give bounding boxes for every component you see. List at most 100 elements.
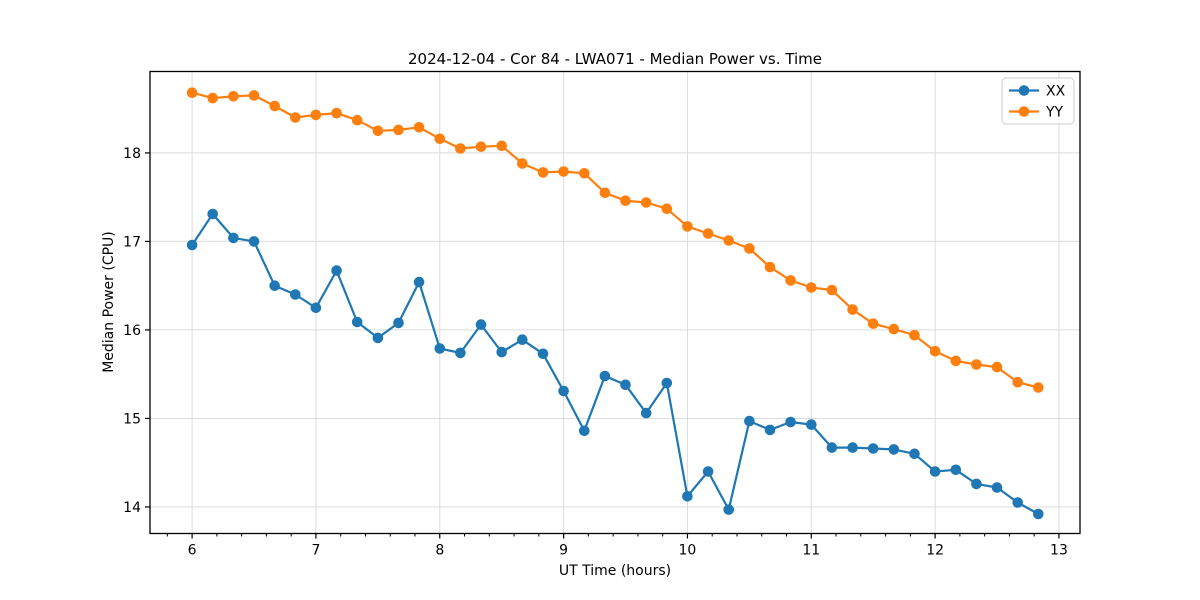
data-point-xx — [867, 443, 879, 454]
y-tick-label: 14 — [123, 500, 141, 516]
x-tick-label: 7 — [311, 543, 320, 559]
data-point-xx — [764, 424, 776, 436]
data-point-yy — [723, 235, 734, 246]
axes: 6 7 8 9 10 11 12 13 14 15 16 17 18 — [123, 70, 1081, 559]
data-point-yy — [290, 112, 301, 123]
data-point-xx — [929, 466, 941, 477]
data-point-yy — [764, 261, 776, 273]
data-point-xx — [186, 239, 198, 251]
data-point-xx — [723, 504, 734, 515]
chart-title: 2024-12-04 - Cor 84 - LWA071 - Median Po… — [408, 50, 822, 68]
data-point-yy — [517, 158, 528, 169]
data-point-yy — [434, 133, 446, 145]
data-point-xx — [372, 332, 384, 344]
plot-border — [149, 70, 1081, 535]
data-point-xx — [455, 347, 466, 359]
x-tick-label: 9 — [559, 543, 568, 559]
data-point-yy — [207, 92, 218, 104]
data-point-xx — [785, 416, 796, 428]
data-point-yy — [744, 243, 755, 254]
legend-marker-icon — [1018, 85, 1030, 96]
data-point-xx — [351, 316, 363, 328]
data-point-yy — [971, 359, 982, 370]
data-point-xx — [599, 370, 611, 382]
series-line-yy — [191, 91, 1040, 389]
data-point-xx — [847, 442, 858, 453]
data-point-xx — [640, 407, 652, 419]
data-point-xx — [806, 419, 817, 430]
data-point-yy — [331, 107, 342, 119]
data-point-yy — [1012, 376, 1023, 388]
data-point-xx — [702, 466, 714, 477]
data-point-xx — [579, 425, 590, 437]
data-point-yy — [991, 361, 1003, 373]
legend-label: XX — [1046, 84, 1066, 100]
data-point-yy — [475, 141, 487, 152]
data-point-xx — [517, 334, 528, 346]
data-point-xx — [1033, 508, 1044, 520]
data-point-yy — [847, 304, 858, 315]
data-point-yy — [537, 167, 549, 178]
data-point-xx — [248, 236, 260, 247]
data-point-yy — [867, 318, 879, 330]
data-point-xx — [393, 317, 404, 329]
data-point-xx — [331, 265, 342, 276]
data-point-xx — [950, 464, 962, 476]
data-point-yy — [661, 203, 673, 214]
y-tick-label: 16 — [123, 323, 141, 339]
x-tick-label: 12 — [926, 543, 944, 559]
data-point-xx — [826, 442, 838, 453]
data-point-yy — [186, 87, 198, 98]
data-point-yy — [558, 166, 569, 177]
x-tick-label: 13 — [1050, 543, 1068, 559]
data-point-yy — [351, 114, 363, 126]
x-tick-label: 11 — [802, 543, 820, 559]
series-line-xx — [191, 212, 1040, 516]
data-point-xx — [1012, 497, 1023, 508]
data-point-yy — [702, 228, 714, 239]
data-point-yy — [1033, 382, 1044, 393]
data-point-yy — [640, 197, 652, 208]
data-point-yy — [950, 355, 962, 367]
data-point-yy — [599, 187, 611, 199]
x-tick-label: 6 — [188, 543, 197, 559]
legend: XX YY — [1001, 77, 1075, 125]
grid-lines — [150, 71, 1080, 534]
data-point-yy — [228, 91, 239, 102]
data-point-xx — [682, 491, 693, 502]
data-point-yy — [785, 275, 796, 286]
y-axis-label: Median Power (CPU) — [101, 231, 117, 373]
y-tick-label: 15 — [123, 411, 141, 427]
x-tick-label: 10 — [679, 543, 697, 559]
data-point-xx — [228, 232, 239, 244]
y-tick-label: 18 — [123, 146, 141, 162]
data-series — [186, 87, 1044, 520]
data-point-yy — [909, 329, 920, 341]
data-point-xx — [888, 444, 900, 455]
data-point-yy — [579, 168, 590, 179]
data-point-xx — [971, 478, 982, 490]
y-tick-label: 17 — [123, 234, 141, 250]
data-point-xx — [496, 346, 508, 358]
data-point-xx — [475, 319, 487, 330]
data-point-yy — [310, 109, 322, 121]
data-point-yy — [269, 100, 281, 112]
data-point-yy — [248, 90, 260, 101]
data-point-xx — [290, 289, 301, 300]
data-point-xx — [269, 280, 281, 292]
data-point-xx — [310, 302, 322, 314]
data-point-xx — [207, 208, 218, 220]
data-point-xx — [991, 482, 1003, 493]
data-point-yy — [888, 323, 900, 335]
x-axis-label: UT Time (hours) — [559, 563, 671, 579]
x-tick-label: 8 — [435, 543, 444, 559]
legend-label: YY — [1045, 105, 1064, 121]
data-point-xx — [909, 448, 920, 460]
legend-marker-icon — [1018, 106, 1030, 117]
data-point-xx — [558, 385, 569, 397]
data-point-xx — [744, 415, 755, 427]
data-point-xx — [537, 348, 549, 360]
data-point-xx — [413, 276, 425, 288]
